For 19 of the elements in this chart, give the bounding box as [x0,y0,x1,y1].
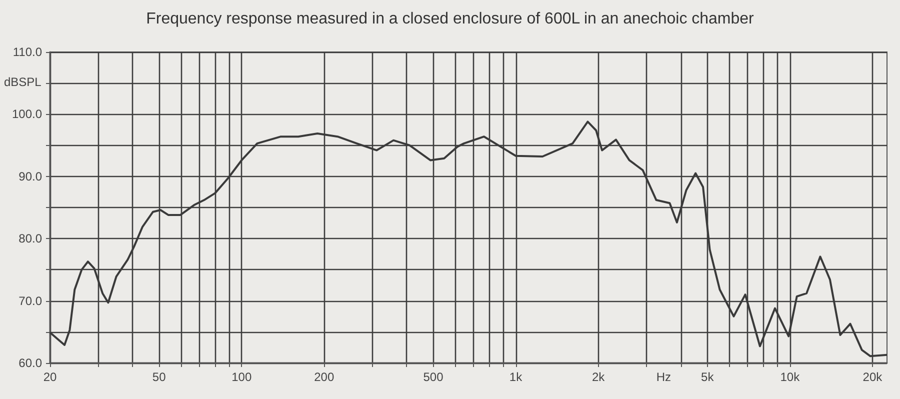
y-tick-label: 60.0 [18,356,42,370]
x-tick-label: 100 [232,370,252,384]
x-tick-label: 5k [701,370,715,384]
x-tick-label: 1k [509,370,524,384]
x-tick-label: 2k [592,370,606,384]
x-tick-label: 500 [423,370,444,384]
x-tick-label: 10k [780,370,801,384]
y-tick-label: 90.0 [18,169,42,184]
x-tick-label: 50 [152,370,166,384]
x-tick-label: 20k [862,370,884,384]
y-tick-label: 80.0 [18,232,42,246]
y-tick-label: 70.0 [18,294,42,308]
y-tick-label: 100.0 [12,107,42,122]
x-tick-label: 200 [314,370,334,384]
x-axis-title: Hz [656,370,672,384]
y-axis-title: dBSPL [4,75,42,90]
chart-title: Frequency response measured in a closed enclosure of 600L in an anechoic chamber [146,10,755,28]
x-tick-label: 20 [43,370,57,384]
y-tick-label: 110.0 [12,45,42,59]
